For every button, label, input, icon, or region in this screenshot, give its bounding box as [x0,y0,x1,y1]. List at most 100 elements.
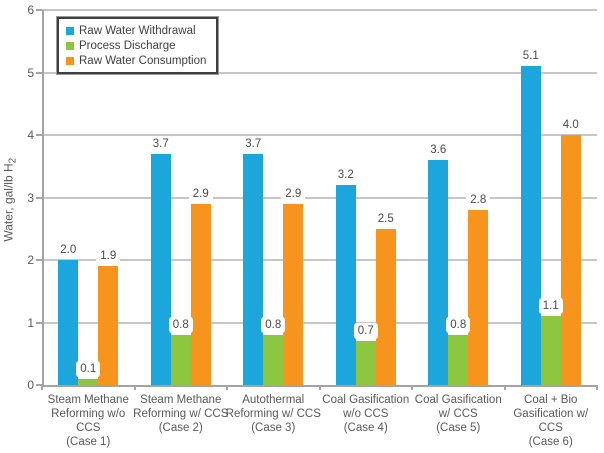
bar-raw-water-consumption-case-4 [375,228,396,385]
category-label-line: Coal Gasification [322,394,410,406]
bar-process-discharge-case-1 [78,378,99,385]
y-tick-1 [36,321,42,324]
bar-raw-water-withdrawal-case-6 [520,66,541,385]
category-label-line: w/ CCS [438,408,478,420]
category-label-line: CCS [538,422,563,434]
legend-label: Raw Water Consumption [79,54,207,67]
bar-raw-water-withdrawal-case-5 [428,160,449,385]
bar-label-case-4-series-2: 0.7 [353,323,378,340]
x-tick-6 [596,385,598,390]
bar-label-case-2-series-1: 3.7 [148,135,173,152]
category-label-line: Reforming w/ CCS [225,408,321,420]
y-tick-label-2: 2 [27,253,34,267]
bar-process-discharge-case-2 [170,335,191,385]
gridline-y-1 [42,321,597,324]
bar-label-case-6-series-2: 1.1 [538,298,563,315]
category-label-line: Autothermal [242,394,305,406]
bar-label-case-6-series-1: 5.1 [518,48,543,65]
x-tick-4 [411,385,413,390]
category-label-line: (Case 5) [436,422,481,434]
category-label-case-2: Steam Methane Reforming w/ CCS (Case 2) [131,393,231,435]
bar-raw-water-withdrawal-case-1 [58,260,79,385]
category-label-line: CCS [76,422,101,434]
category-label-case-6: Coal + Bio Gasification w/CCS (Case 6) [501,393,601,449]
bar-raw-water-consumption-case-3 [283,203,304,385]
y-tick-label-1: 1 [27,315,34,330]
bar-label-case-2-series-2: 0.8 [168,317,193,333]
bar-label-case-3-series-1: 3.7 [241,135,266,152]
y-tick-label-3: 3 [27,190,34,205]
category-label-line: w/o CCS [343,408,389,420]
y-axis [42,10,44,387]
bar-label-case-4-series-1: 3.2 [333,167,358,183]
category-label-case-3: Autothermal Reforming w/ CCS (Case 3) [223,393,323,435]
legend-label: Raw Water Withdrawal [79,24,196,37]
bar-raw-water-withdrawal-case-4 [335,185,356,385]
bar-process-discharge-case-3 [263,335,284,385]
category-label-line: Steam Methane [140,394,222,406]
category-label-case-4: Coal Gasification w/o CCS (Case 4) [316,393,416,435]
category-label-line: Steam Methane [47,394,129,406]
x-tick-1 [133,385,136,390]
bar-process-discharge-case-5 [448,335,469,385]
y-tick-4 [36,134,42,136]
category-label-case-1: Steam Methane Reforming w/o CCS (Case 1) [38,393,138,449]
bar-label-case-3-series-3: 2.9 [281,185,306,202]
bar-raw-water-consumption-case-1 [98,266,119,385]
category-label-line: (Case 6) [528,436,573,448]
y-tick-0 [36,384,42,386]
y-tick-label-0: 0 [27,378,34,392]
bar-label-case-5-series-2: 0.8 [446,317,471,333]
bar-label-case-5-series-3: 2.8 [466,192,491,208]
bar-label-case-1-series-2: 0.1 [76,360,101,377]
category-label-line: (Case 3) [251,422,296,434]
category-label-line: (Case 2) [158,422,203,434]
legend-row-3: Raw Water Consumption [66,53,206,68]
legend-swatch-icon [66,56,74,65]
y-tick-label-4: 4 [27,128,34,142]
legend-swatch-icon [66,26,74,35]
bar-raw-water-consumption-case-5 [468,210,489,385]
y-tick-6 [36,9,42,11]
bar-label-case-5-series-1: 3.6 [426,142,451,158]
category-label-line: (Case 4) [343,422,388,434]
bar-label-case-6-series-3: 4.0 [558,117,583,133]
y-tick-label-5: 5 [27,65,34,80]
legend: Raw Water Withdrawal Process Discharge Raw… [55,16,220,75]
gridline-y-5 [42,71,597,74]
bar-label-case-4-series-3: 2.5 [373,210,398,227]
gridline-y-4 [42,134,597,136]
category-label-line: Coal + Bio [524,394,578,406]
x-tick-0 [41,385,43,390]
bar-process-discharge-case-6 [540,316,561,385]
category-label-line: Coal Gasification [414,394,502,406]
y-axis-title-subscript: 2 [7,157,19,164]
bar-process-discharge-case-4 [355,341,376,385]
y-tick-3 [36,196,42,199]
y-tick-2 [36,259,42,261]
bar-label-case-3-series-2: 0.8 [261,317,286,333]
x-tick-3 [318,385,321,390]
legend-label: Process Discharge [79,39,176,52]
category-label-line: Gasification w/ [513,408,589,420]
category-label-line: Reforming w/ CCS [133,408,229,420]
x-tick-5 [503,385,506,390]
bar-label-case-1-series-1: 2.0 [56,242,81,258]
category-label-line: (Case 1) [66,436,111,448]
legend-swatch-icon [66,41,74,50]
x-tick-2 [226,385,228,390]
gridline-y-6 [42,9,597,11]
bar-label-case-1-series-3: 1.9 [96,248,121,265]
bar-raw-water-consumption-case-6 [560,135,581,385]
bar-raw-water-withdrawal-case-3 [243,153,264,385]
gridline-y-3 [42,196,597,199]
legend-row-1: Raw Water Withdrawal [66,23,206,38]
y-tick-5 [36,71,42,74]
bar-raw-water-consumption-case-2 [190,203,211,385]
bar-label-case-2-series-3: 2.9 [188,185,213,202]
category-label-case-5: Coal Gasification w/ CCS (Case 5) [408,393,508,435]
legend-row-2: Process Discharge [66,38,206,53]
category-label-line: Reforming w/o [51,408,126,420]
bar-raw-water-withdrawal-case-2 [150,153,171,385]
